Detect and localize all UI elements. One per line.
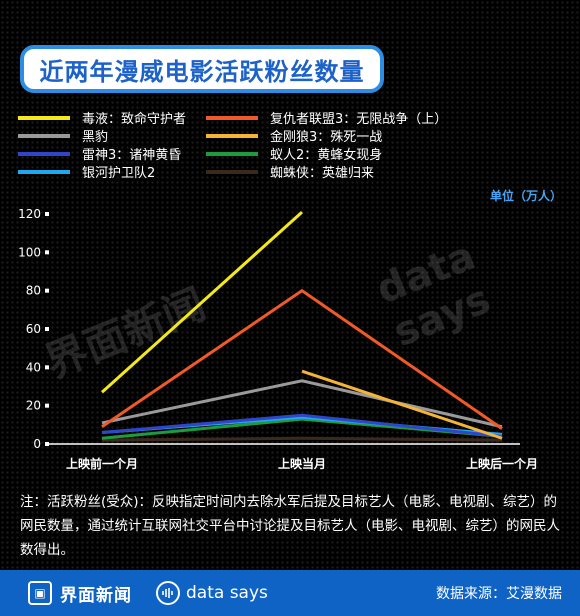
y-tick-label: 100 [18, 245, 41, 259]
y-tick-mark [45, 250, 49, 255]
legend-swatch [18, 133, 70, 138]
legend-label: 复仇者联盟3：无限战争（上） [270, 112, 448, 127]
series-line [101, 413, 503, 438]
y-tick-label: 60 [26, 322, 41, 336]
y-tick-mark [45, 327, 49, 331]
legend-swatch [18, 169, 70, 174]
x-tick-label: 上映前一个月 [66, 456, 138, 471]
legend-label: 毒液：致命守护者 [82, 112, 187, 127]
legend-swatch [206, 169, 258, 174]
y-tick-label: 40 [26, 360, 41, 374]
series-line [101, 436, 503, 442]
legend-swatch [18, 115, 70, 120]
data-source: 数据来源：艾漫数据 [436, 586, 562, 602]
chart-title: 近两年漫威电影活跃粉丝数量 [39, 57, 365, 86]
footer-bar: ▣ 界面新闻 data says 数据来源：艾漫数据 [0, 570, 580, 616]
y-tick-mark [45, 365, 49, 370]
series-line [101, 379, 503, 429]
unit-label: 单位（万人） [490, 189, 563, 203]
legend-item: 雷神3：诸神黄昏 [18, 144, 181, 163]
footer-brand-datasays: data says [186, 583, 268, 603]
x-tick-label: 上映当月 [278, 456, 326, 471]
legend-swatch [18, 151, 70, 156]
y-tick-label: 80 [26, 284, 41, 298]
jiemian-logo-icon: ▣ [28, 581, 52, 605]
legend-item: 毒液：致命守护者 [18, 108, 186, 127]
legend-swatch [206, 151, 258, 156]
series-line [301, 369, 503, 440]
x-tick-label: 上映后一个月 [466, 456, 538, 471]
legend-item: 银河护卫队2 [18, 162, 155, 181]
series-line [101, 288, 503, 430]
legend-label: 蚁人2：黄蜂女现身 [270, 148, 383, 163]
y-tick-mark [45, 288, 49, 293]
y-tick-label: 0 [33, 437, 41, 451]
legend-item: 蚁人2：黄蜂女现身 [206, 144, 382, 163]
legend-item: 蜘蛛侠：英雄归来 [206, 162, 374, 181]
footer-brand-jiemian: 界面新闻 [60, 585, 132, 606]
legend-swatch [206, 115, 258, 120]
legend-item: 金刚狼3：殊死一战 [206, 126, 382, 145]
y-tick-mark [45, 403, 49, 408]
legend-item: 复仇者联盟3：无限战争（上） [206, 108, 447, 127]
legend-label: 银河护卫队2 [82, 166, 156, 181]
y-tick-label: 20 [26, 399, 41, 413]
legend-label: 金刚狼3：殊死一战 [270, 130, 383, 145]
y-tick-mark [45, 442, 49, 446]
chart-title-box: 近两年漫威电影活跃粉丝数量 [20, 45, 384, 93]
data-says-logo-icon [156, 581, 180, 605]
legend-label: 蜘蛛侠：英雄归来 [270, 166, 375, 181]
series-line [100, 210, 304, 394]
legend-swatch [206, 133, 258, 138]
footnote: 注：活跃粉丝(受众)：反映指定时间内去除水军后提及目标艺人（电影、电视剧、综艺）… [20, 494, 560, 558]
y-tick-mark [45, 212, 49, 216]
legend-label: 雷神3：诸神黄昏 [82, 148, 182, 163]
y-tick-label: 120 [18, 207, 41, 221]
legend-label: 黑豹 [82, 130, 109, 145]
legend-item: 黑豹 [18, 126, 108, 145]
